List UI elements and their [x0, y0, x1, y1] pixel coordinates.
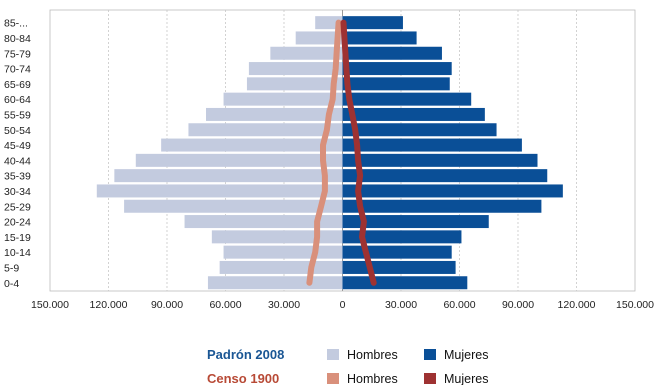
line-censo-hombres: [306, 19, 342, 286]
bar-padrón-mujeres-15-19: [342, 230, 462, 244]
y-tick-label: 60-64: [4, 94, 31, 106]
bar-padrón-mujeres-0-4: [342, 276, 468, 290]
bar-padrón-hombres-55-59: [206, 107, 343, 121]
bar-padrón-mujeres-10-14: [342, 245, 452, 259]
bar-padrón-hombres-75-79: [270, 46, 343, 60]
legend-swatch: [424, 349, 436, 360]
x-tick-label: 0: [340, 299, 346, 311]
legend: Padrón 2008 Hombres Mujeres Censo 1900 Hombr…: [207, 347, 488, 385]
bar-padrón-hombres-30-34: [96, 184, 343, 198]
bar-padrón-mujeres-40-44: [342, 153, 538, 167]
bar-padrón-mujeres-85-...: [342, 16, 403, 30]
bar-padrón-mujeres-60-64: [342, 92, 472, 106]
x-tick-label: 60.000: [443, 299, 475, 311]
y-tick-label: 35-39: [4, 171, 31, 183]
y-tick-label: 80-84: [4, 33, 31, 45]
y-tick-label: 70-74: [4, 64, 31, 76]
bar-padrón-hombres-60-64: [223, 92, 343, 106]
bar-padrón-mujeres-75-79: [342, 46, 442, 60]
line-censo-mujeres: [340, 19, 377, 286]
bar-padrón-hombres-5-9: [219, 260, 343, 274]
y-tick-label: 55-59: [4, 109, 31, 121]
x-tick-label: 30.000: [268, 299, 300, 311]
legend-swatch: [327, 349, 339, 360]
x-tick-label: 150.000: [616, 299, 654, 311]
bar-padrón-mujeres-45-49: [342, 138, 522, 152]
bar-padrón-mujeres-55-59: [342, 107, 485, 121]
legend-label: Hombres: [347, 372, 398, 385]
bar-padrón-mujeres-20-24: [342, 215, 489, 229]
y-axis-labels: 0-4 5-9 10-14 15-19 20-24 25-29 30-34 35-39 40-4…: [4, 18, 31, 290]
legend-swatch: [327, 373, 339, 384]
y-tick-label: 45-49: [4, 140, 31, 152]
x-tick-label: 120.000: [558, 299, 596, 311]
legend-swatch: [424, 373, 436, 384]
legend-label: Mujeres: [444, 372, 488, 385]
x-axis-labels: 150.000 120.000 90.000 60.000 30.000 0 30.000 6…: [31, 299, 654, 311]
x-tick-label: 150.000: [31, 299, 69, 311]
bar-padrón-hombres-10-14: [223, 245, 343, 259]
x-tick-label: 60.000: [209, 299, 241, 311]
legend-title: Padrón 2008: [207, 347, 284, 362]
bar-padrón-hombres-35-39: [114, 169, 343, 183]
legend-label: Hombres: [347, 348, 398, 362]
bar-padrón-mujeres-65-69: [342, 77, 450, 91]
legend-title: Censo 1900: [207, 371, 279, 385]
y-tick-label: 40-44: [4, 155, 31, 167]
bar-padrón-hombres-80-84: [295, 31, 343, 45]
bar-padrón-hombres-20-24: [184, 215, 343, 229]
bar-padrón-hombres-25-29: [124, 199, 343, 213]
bar-padrón-hombres-40-44: [135, 153, 343, 167]
y-tick-label: 85-...: [4, 18, 28, 30]
bar-padrón-hombres-45-49: [161, 138, 343, 152]
legend-label: Mujeres: [444, 348, 488, 362]
bars: [96, 16, 563, 290]
bar-padrón-mujeres-70-74: [342, 62, 452, 76]
bar-padrón-mujeres-80-84: [342, 31, 417, 45]
y-tick-label: 20-24: [4, 217, 31, 229]
bar-padrón-hombres-50-54: [188, 123, 343, 137]
bar-padrón-hombres-0-4: [207, 276, 343, 290]
bar-padrón-mujeres-50-54: [342, 123, 497, 137]
y-tick-label: 0-4: [4, 278, 19, 290]
y-tick-label: 75-79: [4, 48, 31, 60]
x-tick-label: 30.000: [385, 299, 417, 311]
bar-padrón-hombres-15-19: [211, 230, 343, 244]
y-tick-label: 10-14: [4, 247, 31, 259]
bar-padrón-mujeres-25-29: [342, 199, 542, 213]
y-tick-label: 15-19: [4, 232, 31, 244]
y-tick-label: 65-69: [4, 79, 31, 91]
y-tick-label: 5-9: [4, 262, 19, 274]
census-lines: [306, 19, 377, 286]
x-tick-label: 120.000: [90, 299, 128, 311]
y-tick-label: 25-29: [4, 201, 31, 213]
bar-padrón-hombres-70-74: [248, 62, 343, 76]
bar-padrón-mujeres-5-9: [342, 260, 456, 274]
y-tick-label: 30-34: [4, 186, 31, 198]
y-tick-label: 50-54: [4, 125, 31, 137]
bar-padrón-hombres-65-69: [246, 77, 343, 91]
bar-padrón-mujeres-30-34: [342, 184, 563, 198]
bar-padrón-mujeres-35-39: [342, 169, 548, 183]
x-tick-label: 90.000: [151, 299, 183, 311]
x-tick-label: 90.000: [502, 299, 534, 311]
